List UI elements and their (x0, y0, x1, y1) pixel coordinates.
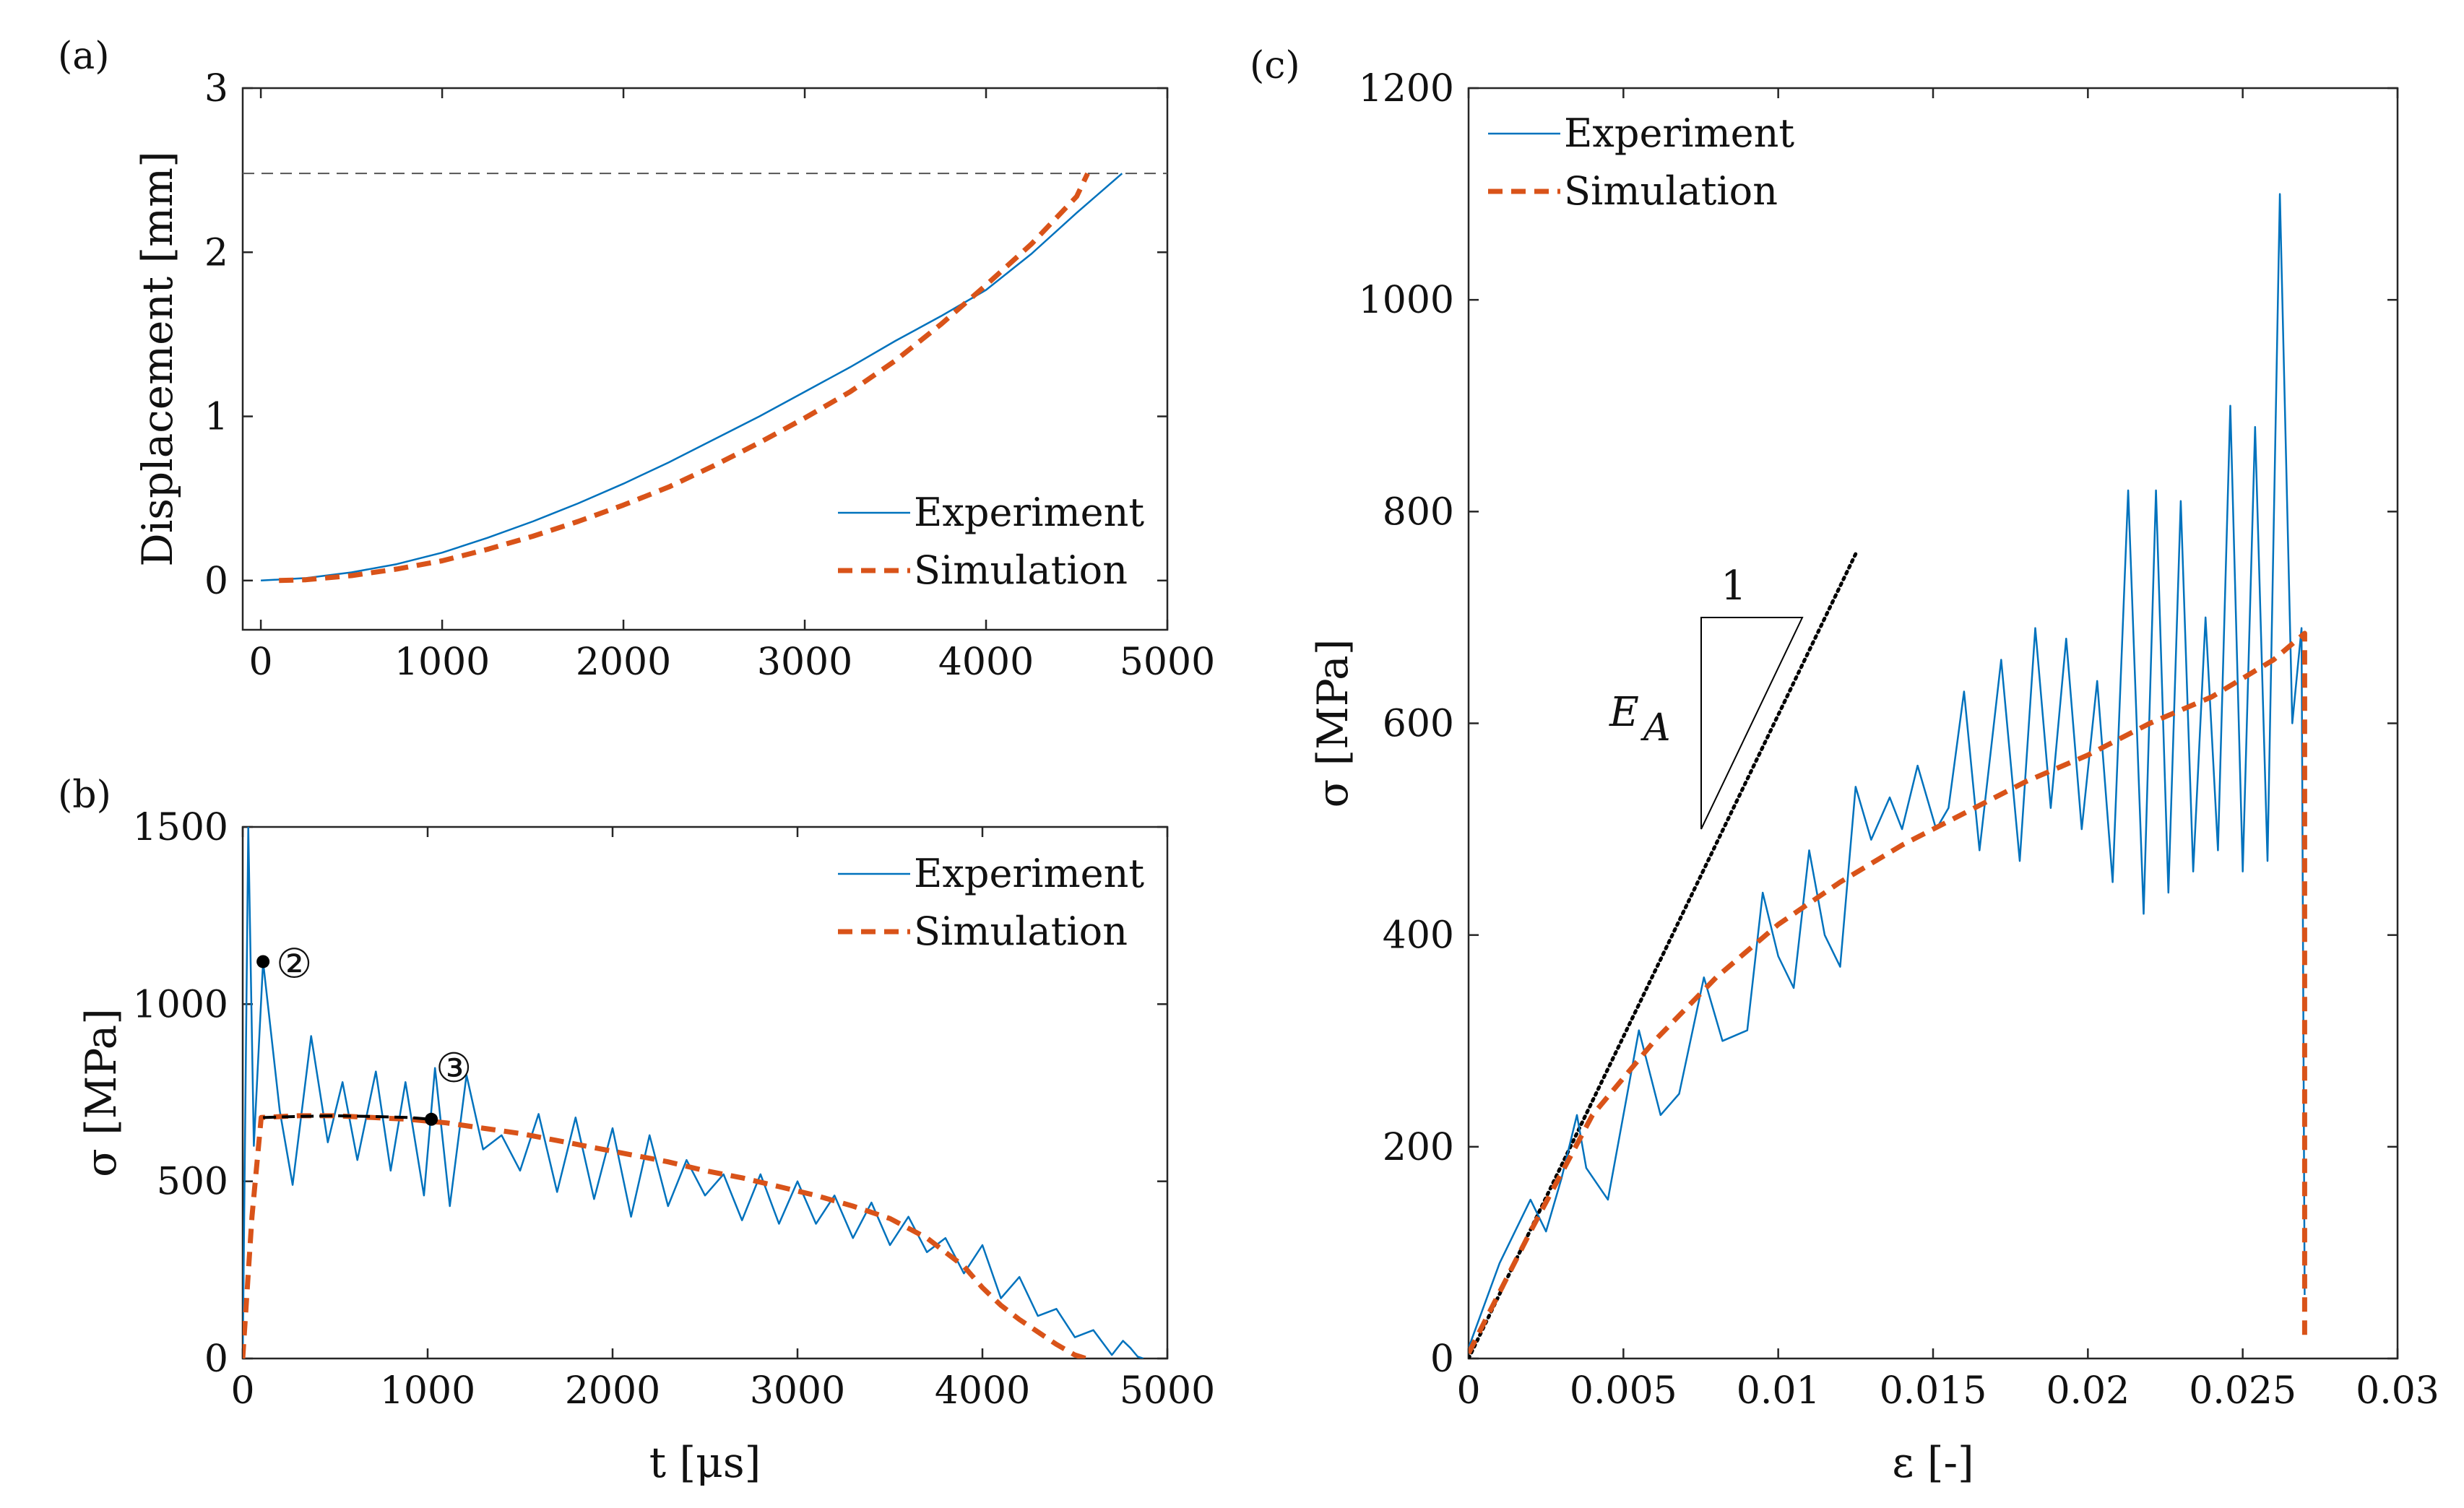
x-tick-label: 0.015 (1880, 1369, 1987, 1413)
annotation-point (256, 955, 270, 968)
y-tick-label: 1 (204, 396, 228, 439)
y-tick-label: 1200 (1359, 67, 1454, 110)
x-tick-label: 1000 (380, 1369, 475, 1413)
panel-b-stress-time-chart: (b) 0 1000 2000 3000 4000 5000 0 500 1000 1500 σ [M… (58, 774, 1215, 1487)
annotation-label: ② (276, 940, 312, 987)
series-experiment-line (1469, 193, 2306, 1348)
legend-label-experiment: Experiment (1564, 110, 1794, 156)
x-tick-label: 2000 (576, 641, 671, 684)
legend-label-simulation: Simulation (914, 547, 1128, 593)
y-tick-label: 0 (1430, 1338, 1454, 1381)
x-tick-label: 0.005 (1570, 1369, 1677, 1413)
y-tick-label: 600 (1383, 703, 1454, 746)
x-tick-label: 5000 (1120, 641, 1215, 684)
legend-label-simulation: Simulation (914, 909, 1128, 954)
x-axis-label: ε [-] (1892, 1438, 1974, 1487)
panel-label: (c) (1250, 44, 1300, 87)
panel-label: (b) (58, 774, 111, 817)
annotation-point (425, 1112, 438, 1126)
y-tick-label: 800 (1383, 490, 1454, 534)
x-tick-label: 1000 (394, 641, 490, 684)
x-tick-label: 4000 (935, 1369, 1030, 1413)
y-tick-label: 500 (157, 1161, 228, 1204)
legend-label-experiment: Experiment (914, 851, 1144, 896)
x-tick-label: 0.025 (2189, 1369, 2296, 1413)
plateau-marker-line (263, 1114, 432, 1121)
y-tick-label: 3 (204, 67, 228, 110)
panel-label: (a) (58, 35, 110, 78)
y-axis-label: Displacement [mm] (133, 151, 182, 567)
y-tick-label: 1000 (1359, 279, 1454, 322)
x-tick-label: 3000 (757, 641, 852, 684)
series-simulation-line (279, 172, 1090, 584)
y-axis-label: σ [MPa] (1308, 639, 1357, 808)
legend-label-experiment: Experiment (914, 490, 1144, 535)
x-tick-label: 0.02 (2046, 1369, 2130, 1413)
panel-a-displacement-chart: (a) 0 1000 2000 3000 4000 5000 0 1 2 3 Displacement… (58, 35, 1215, 684)
series-experiment-line (243, 827, 1144, 1358)
slope-triangle (1700, 617, 1804, 830)
y-tick-label: 1000 (133, 983, 228, 1026)
slope-triangle-modulus-subscript: A (1640, 706, 1671, 750)
slope-triangle-modulus-label: E (1609, 689, 1639, 736)
series-simulation-line (1469, 630, 2307, 1355)
plot-area (1469, 193, 2307, 1358)
panel-c-stress-strain-chart: (c) 0 0.005 0.01 0.015 0.02 0.025 0.03 0 200 400 60… (1250, 44, 2439, 1487)
axes-box (241, 826, 1169, 1360)
y-tick-label: 2 (204, 231, 228, 274)
x-tick-label: 4000 (938, 641, 1034, 684)
axes-box (1467, 87, 2399, 1360)
plot-area (243, 827, 1144, 1358)
x-tick-label: 2000 (565, 1369, 660, 1413)
x-tick-label: 5000 (1120, 1369, 1215, 1413)
series-simulation-line (243, 1113, 1087, 1358)
x-axis-label: t [μs] (649, 1438, 761, 1487)
slope-triangle-run-label: 1 (1721, 563, 1747, 610)
x-tick-label: 0.03 (2356, 1369, 2439, 1413)
x-tick-label: 0.01 (1737, 1369, 1820, 1413)
x-tick-label: 0 (1456, 1369, 1480, 1413)
x-tick-label: 0 (230, 1369, 254, 1413)
y-tick-label: 400 (1383, 914, 1454, 958)
annotation-label: ③ (436, 1045, 472, 1092)
plot-area (243, 172, 1167, 584)
y-tick-label: 200 (1383, 1126, 1454, 1169)
y-tick-label: 1500 (133, 806, 228, 849)
x-tick-label: 0 (249, 641, 273, 684)
y-tick-label: 0 (204, 560, 228, 603)
y-axis-label: σ [MPa] (77, 1008, 126, 1177)
y-tick-label: 0 (204, 1338, 228, 1381)
axes-box (241, 87, 1169, 631)
legend-label-simulation: Simulation (1564, 168, 1778, 214)
x-tick-label: 3000 (750, 1369, 845, 1413)
